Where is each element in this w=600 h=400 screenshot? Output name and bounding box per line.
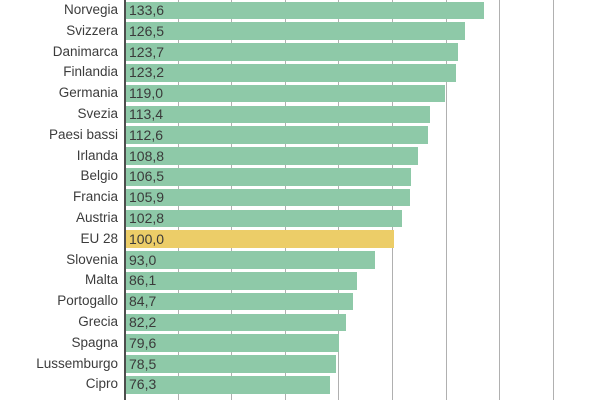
bar-value-label: 82,2 — [129, 314, 157, 330]
bar-value-label: 112,6 — [129, 126, 163, 143]
bar — [126, 126, 428, 144]
bar-value-label: 78,5 — [129, 355, 157, 372]
category-label: Lussemburgo — [36, 355, 118, 371]
category-label: Spagna — [71, 334, 118, 350]
bar-row: Irlanda 108,8 — [0, 146, 600, 167]
gridline-120 — [445, 0, 447, 400]
bar-value-label: 113,4 — [129, 106, 163, 122]
bar — [126, 375, 331, 394]
bar-row: Germania 119,0 — [0, 83, 600, 104]
bar-row: Finlandia 123,2 — [0, 62, 600, 83]
bar — [126, 63, 457, 82]
category-label: Germania — [58, 85, 118, 101]
value-axis-line — [124, 0, 126, 400]
bar — [126, 313, 347, 332]
category-label: Francia — [72, 189, 118, 205]
bar-row: Spagna 79,6 — [0, 333, 600, 354]
category-label: Svizzera — [66, 22, 118, 38]
category-label: Portogallo — [57, 293, 118, 309]
bar-row: EU 28 100,0 — [0, 229, 600, 250]
bar — [126, 84, 445, 103]
bar-row: Austria 102,8 — [0, 208, 600, 229]
bar — [126, 105, 430, 124]
bar-value-label: 133,6 — [129, 2, 165, 18]
category-label: Paesi bassi — [48, 126, 118, 142]
bar-row: Portogallo 84,7 — [0, 291, 600, 312]
bar-row: Slovenia 93,0 — [0, 250, 600, 271]
bar-row: Svizzera 126,5 — [0, 21, 600, 42]
category-label: Irlanda — [76, 147, 118, 163]
bar — [126, 251, 376, 269]
bar — [126, 292, 353, 311]
bar-value-label: 76,3 — [129, 376, 157, 393]
gridline-140 — [499, 0, 501, 400]
bar-value-label: 108,8 — [129, 147, 165, 164]
bar-row: Belgio 106,5 — [0, 166, 600, 187]
gridline-160 — [552, 0, 554, 400]
bar — [126, 209, 402, 228]
category-label: Finlandia — [63, 64, 118, 80]
bar — [126, 188, 410, 207]
bar — [126, 22, 466, 40]
category-label: Cipro — [85, 376, 118, 392]
category-label: Slovenia — [66, 251, 118, 267]
bar-value-label: 119,0 — [129, 85, 163, 102]
category-label: Danimarca — [52, 43, 118, 59]
bar-row: Lussemburgo 78,5 — [0, 354, 600, 375]
bar-row: Paesi bassi 112,6 — [0, 125, 600, 146]
bar-highlighted — [126, 230, 394, 248]
bar — [126, 334, 340, 352]
bar — [126, 271, 357, 290]
bar-row: Norvegia 133,6 — [0, 0, 600, 21]
category-label: Grecia — [78, 314, 118, 329]
category-label: Malta — [84, 272, 118, 288]
bar-value-label: 123,2 — [129, 64, 165, 81]
bar-value-label: 105,9 — [129, 189, 165, 206]
bar-value-label: 86,1 — [129, 272, 157, 289]
category-label: Austria — [75, 210, 118, 225]
bar-row: Cipro 76,3 — [0, 374, 600, 395]
bar-row: Danimarca 123,7 — [0, 42, 600, 63]
bar — [126, 43, 458, 61]
bar-value-label: 126,5 — [129, 22, 165, 39]
category-label: EU 28 — [80, 230, 118, 246]
bar — [126, 355, 337, 373]
bar-value-label: 100,0 — [129, 230, 165, 247]
bar-row: Svezia 113,4 — [0, 104, 600, 125]
bar-row: Grecia 82,2 — [0, 312, 600, 333]
bar-value-label: 102,8 — [129, 210, 165, 226]
bar — [126, 147, 418, 165]
category-label: Belgio — [80, 168, 118, 184]
category-label: Svezia — [77, 106, 118, 121]
bar-value-label: 123,7 — [129, 43, 165, 60]
bar — [126, 167, 412, 186]
bar-value-label: 79,6 — [129, 334, 157, 351]
bar-row: Malta 86,1 — [0, 270, 600, 291]
bar — [126, 1, 485, 20]
bar-row: Francia 105,9 — [0, 187, 600, 208]
bar-value-label: 106,5 — [129, 168, 165, 185]
bar-value-label: 93,0 — [129, 251, 157, 268]
bar-value-label: 84,7 — [129, 293, 157, 310]
category-label: Norvegia — [63, 2, 118, 17]
